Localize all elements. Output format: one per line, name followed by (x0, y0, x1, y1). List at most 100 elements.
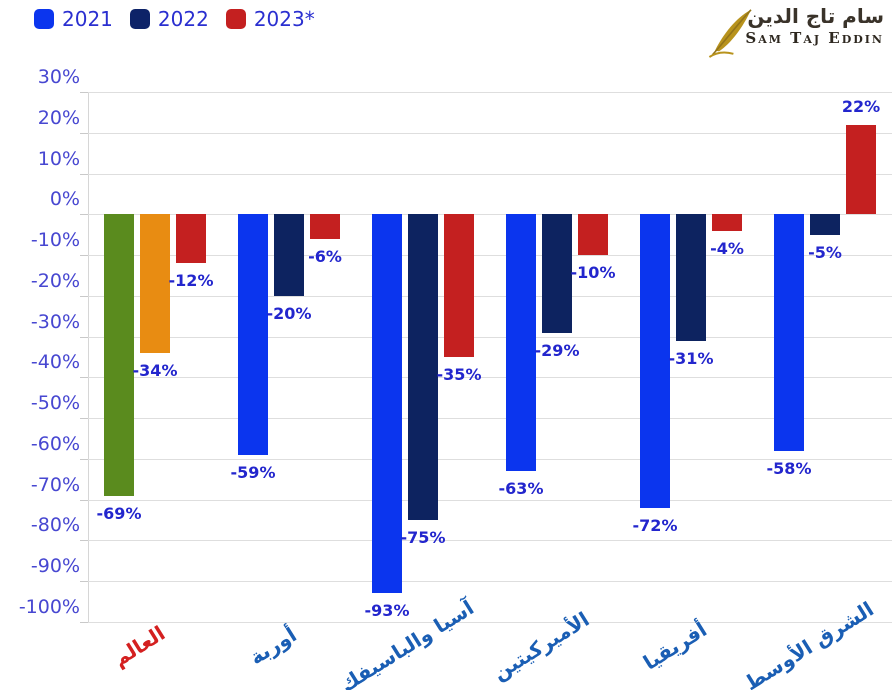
category-label-5: الشرق الأوسط (740, 596, 878, 690)
logo-arabic-name: سام تاج الدين (747, 4, 884, 28)
legend-item-label: 2022 (157, 7, 209, 31)
bar-value-label: -4% (710, 238, 744, 258)
y-tick-label: 10% (37, 147, 80, 170)
bar-value-label: -6% (308, 246, 342, 266)
bar-2022-3[interactable] (542, 214, 572, 333)
bar-2023-5[interactable] (846, 124, 876, 215)
bar-2023-0[interactable] (176, 214, 206, 264)
y-tick-label: 30% (37, 66, 80, 88)
bar-value-label: -20% (266, 303, 312, 323)
bar-2021-2[interactable] (372, 214, 402, 594)
bar-value-label: -29% (534, 340, 580, 360)
y-tick (80, 540, 88, 542)
y-tick-label: -100% (18, 596, 80, 618)
y-tick (80, 132, 88, 134)
gridline (88, 622, 892, 623)
gridline (88, 540, 892, 542)
gridline (88, 255, 892, 257)
bar-2021-1[interactable] (238, 214, 268, 455)
category-label-0: العالم (108, 620, 170, 672)
bar-value-label: -10% (570, 263, 616, 283)
bar-2022-4[interactable] (676, 214, 706, 341)
bar-value-label: -93% (364, 601, 410, 621)
logo: سام تاج الدين Sam Taj Eddin (707, 4, 884, 60)
bar-2021-3[interactable] (506, 214, 536, 472)
category-label-1: أوربة (245, 622, 301, 670)
bar-value-label: -59% (230, 462, 276, 482)
y-tick (80, 173, 88, 175)
bar-value-label: -34% (132, 360, 178, 380)
bar-2022-5[interactable] (810, 214, 840, 235)
legend-item-2021[interactable]: 2021 (34, 7, 113, 31)
gridline (88, 581, 892, 583)
y-tick (80, 499, 88, 501)
bar-value-label: -58% (766, 458, 812, 478)
legend-swatch-icon (225, 9, 246, 29)
gridline (88, 458, 892, 460)
legend-swatch-icon (34, 9, 54, 29)
bar-value-label: -31% (668, 348, 714, 368)
y-tick (80, 214, 88, 216)
legend-item-2022[interactable]: 2022 (129, 7, 209, 31)
y-tick-label: -50% (30, 392, 80, 415)
bar-2022-0[interactable] (140, 214, 170, 353)
gridline (88, 132, 892, 134)
y-tick-label: 0% (49, 188, 80, 211)
bar-2023-2[interactable] (444, 214, 474, 357)
legend-item-label: 2023* (253, 7, 315, 31)
chart-legend: 2021 2022 2023* (34, 7, 315, 31)
y-tick (80, 295, 88, 297)
bar-value-label: -75% (400, 528, 446, 548)
bar-value-label: -69% (96, 503, 142, 523)
y-tick (80, 622, 88, 623)
bar-2021-5[interactable] (774, 214, 804, 451)
y-tick (80, 92, 88, 93)
bar-value-label: -5% (808, 242, 842, 262)
gridline (88, 92, 892, 93)
gridline (88, 295, 892, 297)
y-tick-label: -80% (30, 514, 80, 537)
bar-value-label: 22% (841, 96, 881, 116)
category-label-3: الأميركيتين (488, 606, 594, 686)
y-axis-line (88, 92, 89, 622)
y-tick-label: -40% (30, 351, 80, 374)
bar-2023-1[interactable] (310, 214, 340, 239)
legend-item-2023[interactable]: 2023* (225, 7, 315, 31)
gridline (88, 377, 892, 379)
legend-item-label: 2021 (62, 7, 113, 31)
gridline (88, 173, 892, 175)
category-label-4: أفريقيا (638, 617, 712, 675)
gridline (88, 214, 892, 216)
bar-2023-4[interactable] (712, 214, 742, 231)
gridline (88, 499, 892, 501)
y-tick (80, 418, 88, 420)
bar-value-label: -72% (632, 515, 678, 535)
logo-latin-name: Sam Taj Eddin (745, 29, 884, 47)
quill-icon (709, 9, 752, 58)
bar-2022-1[interactable] (274, 214, 304, 296)
y-tick-label: -20% (30, 269, 80, 292)
y-tick (80, 458, 88, 460)
y-tick-label: -70% (30, 473, 80, 496)
y-tick-label: -30% (30, 310, 80, 333)
y-tick (80, 336, 88, 338)
y-tick (80, 377, 88, 379)
y-tick (80, 255, 88, 257)
bar-value-label: -63% (498, 479, 544, 499)
bar-2021-4[interactable] (640, 214, 670, 508)
bar-2021-0[interactable] (104, 214, 134, 496)
y-tick-label: -90% (30, 555, 80, 578)
y-tick-label: -10% (30, 229, 80, 252)
gridline (88, 418, 892, 420)
bar-value-label: -12% (168, 271, 214, 291)
y-tick (80, 581, 88, 583)
bar-value-label: -35% (436, 365, 482, 384)
bar-2023-3[interactable] (578, 214, 608, 256)
y-tick-label: 20% (37, 106, 80, 129)
bar-2022-2[interactable] (408, 214, 438, 521)
gridline (88, 336, 892, 338)
logo-text: سام تاج الدين Sam Taj Eddin (745, 4, 884, 48)
y-tick-label: -60% (30, 432, 80, 455)
legend-swatch-icon (129, 9, 150, 29)
